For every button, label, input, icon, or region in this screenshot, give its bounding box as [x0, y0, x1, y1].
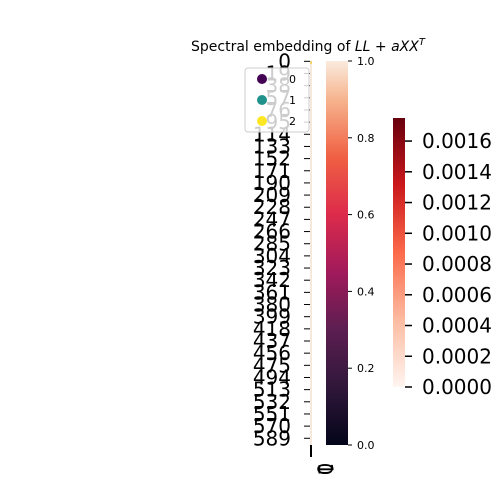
row-tick-label: 418 — [253, 317, 291, 341]
colorbar-rocket: 0.0 0.2 0.4 0.6 0.8 1.0 — [326, 55, 375, 452]
colorbar-rocket-tick-label: 0.4 — [357, 285, 375, 298]
row-tick-label: 475 — [253, 353, 291, 377]
colorbar-reds-tick-label: 0.0006 — [422, 283, 492, 307]
row-tick-label: 228 — [253, 195, 291, 219]
row-tick-label: 133 — [253, 134, 291, 158]
colorbar-reds-tick-label: 0.0012 — [422, 191, 492, 215]
row-tick-label: 171 — [253, 159, 291, 183]
row-tick-label: 152 — [253, 147, 291, 171]
legend-label: 1 — [289, 94, 296, 107]
colorbar-reds-tick-label: 0.0016 — [422, 129, 492, 153]
row-tick-label: 304 — [253, 244, 291, 268]
row-tick-label: 589 — [253, 426, 291, 450]
colorbar-reds-tick-label: 0.0000 — [422, 375, 492, 399]
col-tick-label: 0 — [313, 463, 337, 476]
heatmap-column — [310, 61, 312, 445]
colorbar-rocket-tick-label: 0.8 — [357, 132, 375, 145]
row-tick-label: 551 — [253, 402, 291, 426]
row-tick-label: 399 — [253, 305, 291, 329]
heatmap-col-ticks: 01 — [310, 445, 338, 476]
colorbar-reds-tick-label: 0.0002 — [422, 344, 492, 368]
row-tick-label: 532 — [253, 390, 291, 414]
colorbar-reds-tick-label: 0.0004 — [422, 314, 492, 338]
row-tick-label: 361 — [253, 280, 291, 304]
colorbar-rocket-tick-label: 1.0 — [357, 55, 375, 68]
legend-label: 2 — [289, 115, 296, 128]
legend-marker — [257, 116, 267, 126]
colorbar-reds-fill — [393, 118, 405, 387]
row-tick-label: 570 — [253, 414, 291, 438]
row-tick-label: 323 — [253, 256, 291, 280]
row-tick-label: 494 — [253, 365, 291, 389]
legend-label: 0 — [289, 73, 296, 86]
row-tick-label: 437 — [253, 329, 291, 353]
colorbar-reds-tick-label: 0.0008 — [422, 252, 492, 276]
colorbar-rocket-tick-label: 0.0 — [357, 439, 375, 452]
colorbar-reds: 0.0000 0.0002 0.0004 0.0006 0.0008 0.0010 0.00… — [393, 118, 492, 399]
heatmap-area — [310, 61, 312, 445]
colorbar-rocket-tick-label: 0.6 — [357, 209, 375, 222]
row-tick-label: 285 — [253, 232, 291, 256]
row-tick-label: 456 — [253, 341, 291, 365]
legend: 0 1 2 — [244, 67, 310, 133]
colorbar-reds-tick-label: 0.0014 — [422, 160, 492, 184]
heatmap-cell — [310, 61, 312, 64]
chart-title: Spectral embedding of LL + aXXT — [191, 37, 426, 55]
colorbar-reds-tick-label: 0.0010 — [422, 221, 492, 245]
row-tick-label: 266 — [253, 220, 291, 244]
legend-frame — [244, 67, 310, 133]
colorbar-rocket-tick-label: 0.2 — [357, 362, 375, 375]
row-tick-label: 342 — [253, 268, 291, 292]
legend-marker — [257, 74, 267, 84]
row-tick-label: 0 — [278, 49, 291, 73]
col-tick-label: 1 — [314, 463, 338, 476]
row-tick-label: 380 — [253, 293, 291, 317]
row-tick-label: 190 — [253, 171, 291, 195]
row-tick-label: 209 — [253, 183, 291, 207]
legend-marker — [257, 95, 267, 105]
row-tick-label: 513 — [253, 378, 291, 402]
colorbar-rocket-fill — [326, 61, 348, 445]
row-tick-label: 247 — [253, 207, 291, 231]
